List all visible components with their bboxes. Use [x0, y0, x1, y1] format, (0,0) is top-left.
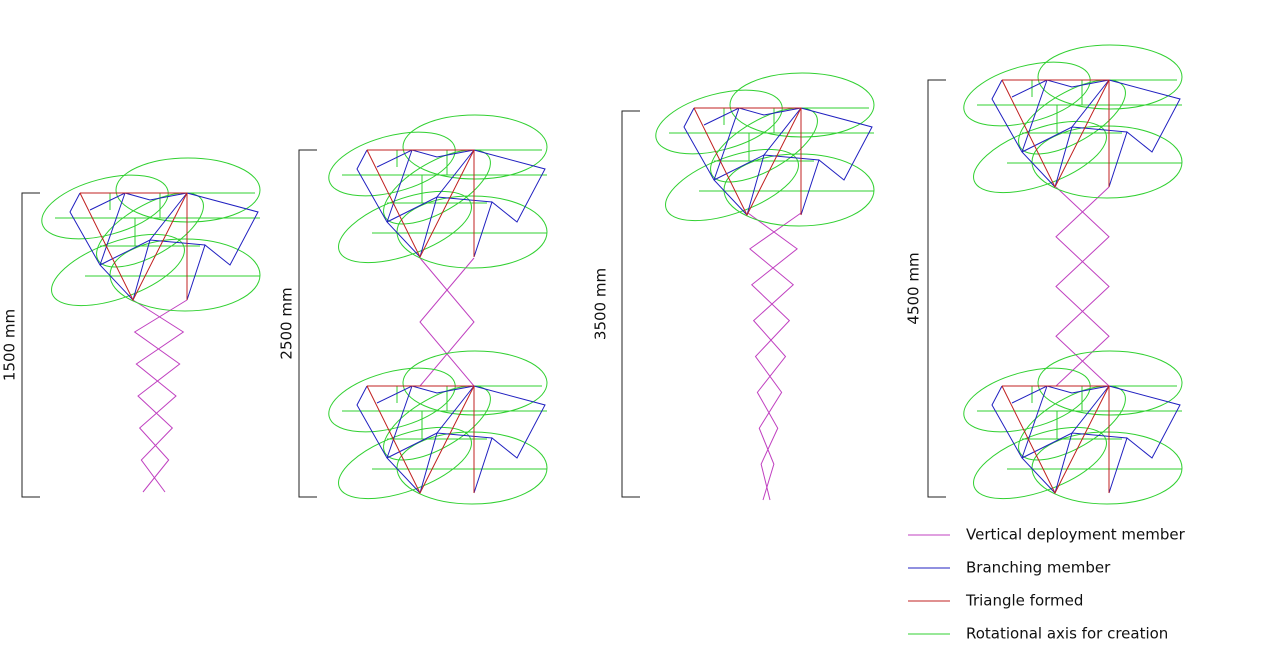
member — [1055, 186, 1110, 387]
height-label: 2500 mm — [278, 287, 296, 359]
rotation-ellipse — [1037, 350, 1183, 416]
member — [1108, 79, 1181, 188]
height-label: 1500 mm — [1, 309, 19, 381]
legend-label: Branching member — [966, 559, 1111, 577]
rotation-ellipse — [1037, 44, 1183, 110]
member — [991, 385, 1056, 494]
rotation-ellipse — [383, 149, 491, 225]
rotation-ellipse — [1018, 385, 1126, 461]
member — [376, 385, 475, 404]
member — [473, 385, 546, 494]
legend-label: Vertical deployment member — [966, 526, 1186, 544]
member — [186, 192, 259, 301]
deployment-member — [132, 299, 188, 493]
rotation-ellipse — [963, 367, 1091, 433]
legend-label: Triangle formed — [965, 592, 1083, 610]
rotation-ellipse — [96, 192, 204, 268]
canopy-module — [41, 157, 261, 312]
member — [366, 385, 475, 495]
dimension-bracket — [621, 110, 640, 498]
canopy-module — [963, 350, 1183, 505]
member — [473, 149, 546, 258]
member — [713, 107, 740, 181]
member — [1021, 79, 1048, 153]
member — [800, 107, 873, 216]
height-label: 3500 mm — [592, 268, 610, 340]
member — [703, 107, 802, 126]
member — [356, 149, 421, 258]
member — [749, 212, 802, 501]
rotation-ellipse — [383, 385, 491, 461]
member — [1001, 79, 1110, 189]
rotation-ellipse — [655, 89, 783, 155]
deployment-member — [1055, 186, 1110, 387]
dimension-bracket — [298, 149, 317, 498]
legend-label: Rotational axis for creation — [966, 625, 1168, 643]
rotation-ellipse — [710, 107, 818, 183]
member — [1001, 385, 1110, 495]
member — [132, 299, 185, 493]
canopy-module — [963, 44, 1183, 199]
rotation-ellipse — [328, 131, 456, 197]
height-label: 4500 mm — [905, 252, 923, 324]
dimension-bracket — [927, 79, 946, 498]
member — [99, 192, 126, 266]
member — [1011, 385, 1110, 404]
member — [133, 299, 188, 493]
member — [356, 385, 421, 494]
deployment-member — [747, 212, 802, 501]
member — [1108, 385, 1181, 494]
member — [386, 385, 413, 459]
member — [386, 149, 413, 223]
member — [419, 257, 475, 387]
member — [376, 149, 475, 168]
rotation-ellipse — [402, 350, 548, 416]
member — [366, 149, 475, 259]
member — [1011, 79, 1110, 98]
dimension-bracket — [21, 192, 40, 498]
canopy-module — [328, 350, 548, 505]
canopy-module — [655, 72, 875, 227]
rotation-ellipse — [402, 114, 548, 180]
rotation-ellipse — [729, 72, 875, 138]
member — [693, 107, 802, 217]
member — [1021, 385, 1048, 459]
rotation-ellipse — [115, 157, 261, 223]
rotation-ellipse — [963, 61, 1091, 127]
canopy-module — [328, 114, 548, 269]
member — [991, 79, 1056, 188]
deployment-member — [419, 257, 475, 387]
member — [747, 212, 798, 501]
member — [1055, 186, 1110, 387]
member — [79, 192, 188, 302]
rotation-ellipse — [328, 367, 456, 433]
rotation-ellipse — [41, 174, 169, 240]
member — [683, 107, 748, 216]
member — [69, 192, 134, 301]
rotation-ellipse — [1018, 79, 1126, 155]
member — [419, 257, 475, 387]
member — [89, 192, 188, 211]
